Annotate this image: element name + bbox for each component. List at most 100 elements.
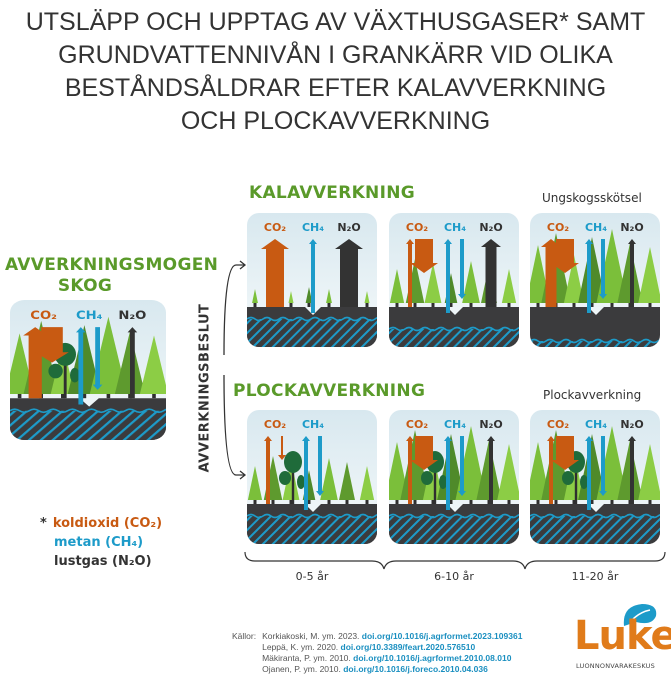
start-heading-line: SKOG xyxy=(57,276,113,296)
source-item: Leppä, K. ym. 2020. doi.org/10.3389/fear… xyxy=(262,642,476,652)
period-label: 0-5 år xyxy=(295,570,329,583)
spruce-tree-icon xyxy=(359,466,375,500)
tree-trunk xyxy=(431,301,435,307)
tree-trunk xyxy=(433,460,437,504)
arrowhead-icon xyxy=(239,260,247,270)
tree-trunk xyxy=(307,301,311,307)
panel-svg: CO₂ CH₄ N₂O xyxy=(389,213,519,347)
panel-svg: CO₂ CH₄ N₂O xyxy=(389,410,519,544)
deciduous-tree-icon xyxy=(279,471,291,485)
gas-label-ch4: CH₄ xyxy=(585,221,607,234)
start-heading: AVVERKNINGSMOGEN SKOG xyxy=(5,255,218,297)
spruce-tree-icon xyxy=(389,442,410,500)
arrow-up-icon xyxy=(302,436,310,510)
groundwater xyxy=(530,341,660,347)
leaf-bubble-icon xyxy=(623,604,657,626)
tree-trunk xyxy=(289,498,293,504)
spruce-tree-icon xyxy=(389,269,405,303)
spruce-tree-icon xyxy=(139,335,166,395)
ground xyxy=(530,307,660,347)
spruce-tree-icon xyxy=(282,460,300,500)
doi-link[interactable]: doi.org/10.3389/feart.2020.576510 xyxy=(340,642,476,652)
groundwater xyxy=(10,410,166,440)
gas-label-co2: CO₂ xyxy=(30,309,57,322)
gas-label-co2: CO₂ xyxy=(264,418,286,431)
spruce-tree-icon xyxy=(638,444,660,500)
title-line: BESTÅNDSÅLDRAR EFTER KALAVVERKNING xyxy=(64,74,607,102)
tree-trunk xyxy=(413,301,417,307)
tree-trunk xyxy=(152,391,156,399)
legend-co2: * koldioxid (CO₂) xyxy=(40,516,163,531)
panel-content: CO₂ CH₄ N₂O xyxy=(530,213,660,347)
doi-link[interactable]: doi.org/10.1016/j.agrformet.2010.08.010 xyxy=(353,653,512,663)
period-brackets xyxy=(244,552,666,570)
gas-label-n2o: N₂O xyxy=(620,418,643,431)
tree-trunk xyxy=(365,301,369,307)
spruce-tree-icon xyxy=(501,269,517,303)
gas-label-ch4: CH₄ xyxy=(444,221,466,234)
doi-link[interactable]: doi.org/10.1016/j.agrformet.2023.109361 xyxy=(361,631,523,641)
period-label: 6-10 år xyxy=(434,570,474,583)
tree-trunk xyxy=(345,498,349,504)
doi-link[interactable]: doi.org/10.1016/j.foreco.2010.04.036 xyxy=(343,664,488,674)
panel-clearcut-0-5: CO₂ CH₄ N₂O xyxy=(247,213,377,347)
spruce-tree-icon xyxy=(497,444,519,500)
spruce-tree-icon xyxy=(252,289,258,303)
spruce-tree-icon xyxy=(563,452,585,500)
tree-trunk xyxy=(327,498,331,504)
tree-trunk xyxy=(253,301,257,307)
deciduous-tree-icon xyxy=(439,475,447,489)
arrow-down-icon xyxy=(551,239,579,273)
logo-text: Luke xyxy=(574,613,671,659)
arrow-up-icon xyxy=(406,239,414,307)
arrow-up-icon xyxy=(261,239,289,307)
tree-trunk xyxy=(536,498,540,504)
tree-trunk xyxy=(648,498,652,504)
tree-trunk xyxy=(17,391,22,399)
gas-label-ch4: CH₄ xyxy=(585,418,607,431)
spruce-tree-icon xyxy=(462,261,480,303)
spruce-tree-icon xyxy=(288,291,294,303)
arrow-down-icon xyxy=(599,436,607,496)
arrow-down-icon xyxy=(410,436,438,470)
arrow-up-icon xyxy=(628,239,636,307)
arrow-down-icon xyxy=(410,239,438,273)
spruce-tree-icon xyxy=(530,245,551,303)
panel-selective-6-10: CO₂ CH₄ N₂O xyxy=(389,410,519,544)
panel-svg: CO₂ CH₄ N₂O xyxy=(530,213,660,347)
tree-trunk xyxy=(590,498,594,504)
spruce-tree-icon xyxy=(364,291,370,303)
tree-trunk xyxy=(365,498,369,504)
gas-label-n2o: N₂O xyxy=(620,221,643,234)
panel-mature-forest: CO₂ CH₄ N₂O xyxy=(10,300,166,440)
arrow-up-icon xyxy=(406,436,414,504)
deciduous-tree-icon xyxy=(421,471,433,485)
source-item: Ojanen, P. ym. 2010. doi.org/10.1016/j.f… xyxy=(262,664,488,674)
arrow-up-icon xyxy=(444,239,452,313)
tree-trunk xyxy=(253,498,257,504)
tree-trunk xyxy=(572,498,576,504)
water-level-line xyxy=(530,338,660,344)
arrow-up-icon xyxy=(309,239,317,313)
water-level-line xyxy=(389,513,519,519)
arrow-up-icon xyxy=(481,239,501,307)
panel-selective-11-20: CO₂ CH₄ N₂O xyxy=(530,410,660,544)
tree-trunk xyxy=(610,498,614,504)
tree-trunk xyxy=(413,498,417,504)
arrow-up-icon xyxy=(585,436,593,510)
panel-content: CO₂ CH₄ xyxy=(247,410,377,544)
tree-trunk xyxy=(554,498,558,504)
luke-logo: Luke LUONNONVARAKESKUS xyxy=(572,600,671,675)
spruce-tree-icon xyxy=(339,462,355,500)
tree-trunk xyxy=(271,498,275,504)
spruce-tree-icon xyxy=(424,263,442,303)
arrow-down-icon xyxy=(458,239,466,299)
deciduous-tree-icon xyxy=(284,451,302,473)
panel-svg: CO₂ CH₄ xyxy=(247,410,377,544)
panel-clearcut-6-10: CO₂ CH₄ N₂O xyxy=(389,213,519,347)
gas-label-n2o: N₂O xyxy=(337,221,360,234)
gas-label-ch4: CH₄ xyxy=(302,221,324,234)
source-item: Korkiakoski, M. ym. 2023. doi.org/10.101… xyxy=(262,631,523,641)
tree-trunk xyxy=(469,301,473,307)
groundwater xyxy=(247,516,377,544)
